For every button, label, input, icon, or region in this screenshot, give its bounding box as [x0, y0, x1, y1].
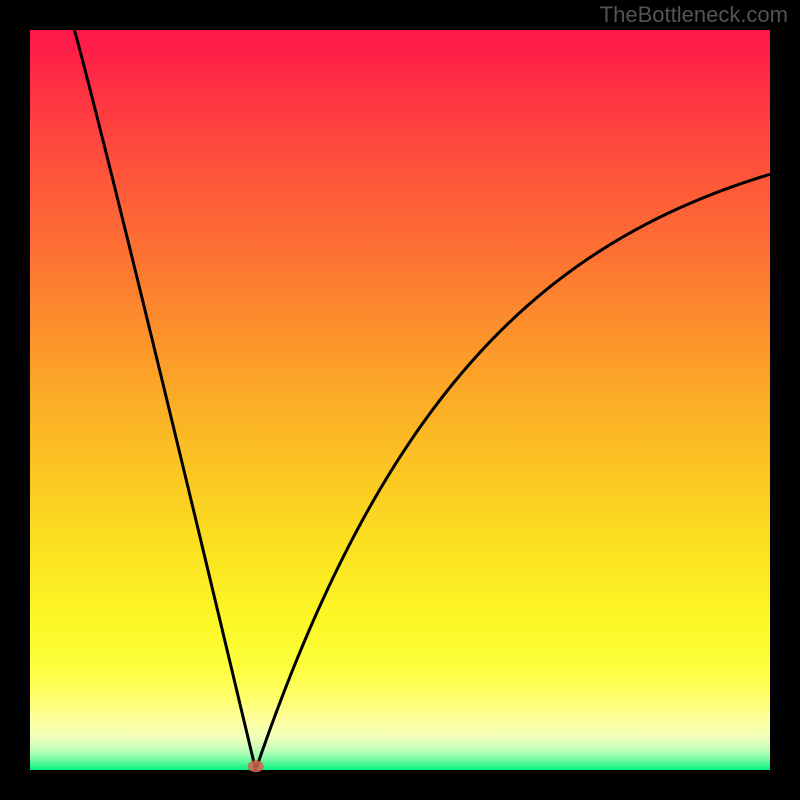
minimum-marker [248, 760, 264, 772]
watermark-text: TheBottleneck.com [600, 2, 788, 28]
chart-background [30, 30, 770, 770]
bottleneck-chart [0, 0, 800, 800]
